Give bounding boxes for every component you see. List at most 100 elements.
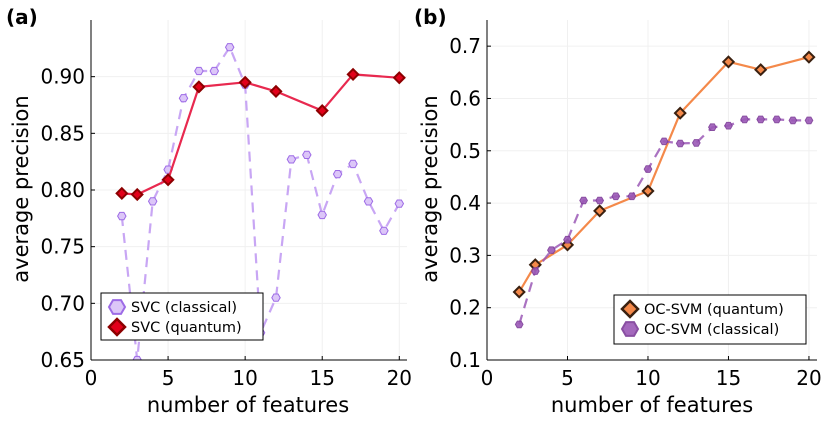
panel-b-legend-box	[613, 294, 807, 345]
panel-a-x-tick-label: 15	[309, 366, 334, 390]
panel-a-series-2	[115, 67, 406, 202]
panel-a-legend-item: SVC (quantum)	[107, 317, 242, 337]
panel-a-y-tick-label: 0.65	[40, 348, 85, 372]
panel-a-y-tick-label: 0.70	[40, 291, 85, 315]
panel-a-series-1	[117, 43, 405, 360]
panel-a-y-tick-label: 0.75	[40, 235, 85, 259]
panel-b-series-2-point	[643, 165, 653, 173]
panel-a-legend: SVC (classical) SVC (quantum)	[100, 292, 264, 341]
panel-b-y-tick-label: 0.5	[449, 139, 481, 163]
panel-b-series-1-point	[802, 50, 816, 64]
panel-b-series-2-point	[772, 115, 782, 124]
panel-a-series-1-point	[147, 197, 158, 206]
panel-b-y-tick-label: 0.6	[449, 86, 481, 110]
panel-b-series-1-point	[721, 55, 736, 69]
panel-b-series-2-point	[547, 246, 556, 254]
panel-a-series-1-point	[348, 159, 358, 169]
panel-b-series-1-point	[512, 285, 526, 299]
panel-a-legend-label: SVC (quantum)	[131, 320, 242, 336]
panel-a: (a) 0 5 10 15 20 0.65 0.70 0.75 0.80 0.85 0.90 num…	[6, 5, 412, 417]
panel-b-series-2-point	[724, 121, 733, 130]
panel-b-series-2	[514, 115, 814, 329]
panel-a-y-axis-label: average precision	[9, 95, 33, 282]
panel-b-legend-item: OC-SVM (quantum)	[620, 299, 784, 319]
panel-a-series-2-point	[315, 104, 329, 118]
panel-b-series-1-line	[518, 56, 810, 293]
panel-b-x-tick-label: 15	[716, 366, 741, 390]
panel-a-series-2-point	[346, 67, 360, 82]
panel-a-series-1-point	[394, 199, 405, 208]
panel-a-series-1-point	[379, 226, 389, 235]
panel-b-series-2-point	[675, 139, 685, 148]
panel-b-series-2-point	[708, 123, 717, 131]
panel-a-y-tick-label: 0.90	[40, 65, 85, 89]
panel-a-legend-marker	[107, 299, 127, 315]
panel-b-legend-label: OC-SVM (classical)	[644, 322, 779, 338]
panel-b-y-axis-label: average precision	[418, 95, 442, 282]
panel-a-series-2-point	[238, 75, 252, 89]
panel-b-series-2-point	[659, 137, 669, 146]
panel-b-label: (b)	[414, 5, 447, 29]
panel-a-series-1-point	[271, 293, 281, 302]
panel-a-x-tick-label: 5	[162, 366, 175, 390]
panel-b-x-tick-label: 0	[481, 366, 494, 390]
panel-b-legend-item: OC-SVM (classical)	[620, 321, 779, 338]
panel-b-y-tick-label: 0.4	[449, 191, 481, 215]
panel-b-series-2-point	[563, 235, 572, 244]
panel-b-legend-label: OC-SVM (quantum)	[644, 302, 784, 318]
panel-a-series-1-point	[317, 210, 327, 220]
panel-a-series-1-point	[194, 66, 204, 76]
panel-a-series-1-point	[117, 211, 127, 221]
panel-a-label: (a)	[6, 5, 38, 29]
panel-a-y-tick-label: 0.85	[40, 121, 85, 145]
panel-b-series-1-point	[673, 106, 687, 120]
panel-b-series-1-point	[593, 204, 607, 218]
panel-b-legend-marker	[620, 321, 640, 337]
panel-b-series-2-point	[627, 192, 637, 201]
panel-b-x-axis-label: number of features	[551, 393, 753, 417]
panel-b-legend-marker	[620, 299, 640, 319]
panel-a-series-2-point	[192, 80, 206, 94]
panel-a-series-1-point	[363, 197, 374, 206]
panel-a-series-1-point	[209, 66, 220, 76]
panel-a-legend-label: SVC (classical)	[131, 300, 237, 316]
panel-a-legend-marker	[107, 317, 127, 337]
panel-a-y-tick-label: 0.80	[40, 178, 85, 202]
panel-b-series-2-point	[788, 116, 798, 125]
panel-a-series-2-point	[392, 71, 406, 85]
panel-a-series-2-point	[115, 186, 129, 201]
panel-b-series-2-point	[740, 115, 749, 124]
panel-a-x-tick-label: 20	[387, 366, 412, 390]
panel-a-series-1-point	[178, 94, 189, 103]
panel-a-legend-item: SVC (classical)	[107, 299, 237, 316]
panel-b-x-tick-label: 20	[796, 366, 821, 390]
panel-b-series-2-point	[804, 116, 814, 125]
panel-b-series-1	[512, 50, 816, 299]
panel-b-series-2-point	[756, 115, 766, 124]
panel-b-y-tick-label: 0.2	[449, 296, 481, 320]
panel-a-series-2-point	[130, 187, 144, 202]
panel-a-x-axis-label: number of features	[147, 393, 349, 417]
panel-a-x-tick-label: 0	[85, 366, 98, 390]
panel-b-series-2-point	[579, 196, 588, 205]
panel-b-y-tick-label: 0.1	[449, 348, 481, 372]
panel-a-series-1-point	[302, 150, 312, 159]
panel-a-series-1-point	[224, 43, 235, 52]
panel-a-series-2-point	[269, 84, 283, 99]
panel-a-series-1-point	[132, 355, 142, 360]
panel-b-series-2-point	[514, 320, 524, 329]
panel-a-series-1-point	[332, 170, 343, 179]
panel-b-series-2-point	[611, 192, 621, 201]
panel-b-series-1-point	[641, 184, 655, 198]
panel-b-x-tick-label: 5	[561, 366, 574, 390]
panel-b-series-2-point	[530, 267, 540, 275]
panel-b: (b) 0 5 10 15 20 0.1 0.2 0.3 0.4 0.5 0.6 0.7 number…	[414, 5, 822, 417]
panel-b-y-tick-label: 0.7	[449, 34, 481, 58]
panel-b-series-2-point	[595, 196, 605, 205]
panel-b-legend: OC-SVM (quantum) OC-SVM (classical)	[613, 294, 807, 345]
panel-a-series-1-point	[286, 155, 297, 164]
panel-b-x-tick-label: 10	[635, 366, 660, 390]
panel-b-series-2-point	[691, 139, 701, 147]
panel-a-series-2-point	[161, 173, 175, 187]
